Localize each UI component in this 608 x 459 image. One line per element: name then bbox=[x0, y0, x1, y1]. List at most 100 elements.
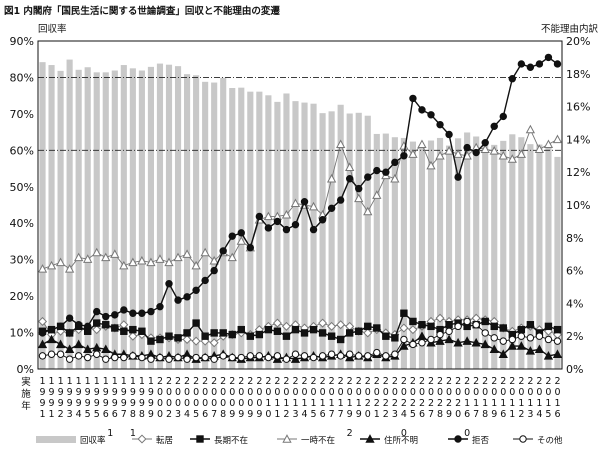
point-その他-7 bbox=[102, 355, 110, 363]
point-その他-38 bbox=[382, 352, 390, 360]
point-拒否-21 bbox=[228, 232, 236, 240]
point-転居-0 bbox=[38, 316, 48, 326]
x-bracket-label: 0 bbox=[464, 428, 470, 439]
point-その他-21 bbox=[228, 353, 236, 362]
point-長期不在-26 bbox=[273, 327, 282, 335]
point-拒否-45 bbox=[445, 130, 453, 139]
bar-回収率-57 bbox=[554, 156, 561, 369]
point-拒否-35 bbox=[355, 184, 363, 193]
point-その他-48 bbox=[472, 321, 480, 329]
legend-swatch-回収率 bbox=[36, 436, 76, 443]
point-拒否-57 bbox=[553, 60, 562, 68]
point-その他-57 bbox=[553, 337, 562, 345]
point-長期不在-42 bbox=[418, 321, 426, 329]
point-その他-42 bbox=[418, 339, 426, 347]
point-住所不明-50 bbox=[489, 344, 499, 354]
left-tick-label: 60% bbox=[10, 144, 34, 157]
bar-回収率-29 bbox=[301, 102, 308, 369]
point-長期不在-38 bbox=[382, 332, 390, 340]
point-その他-50 bbox=[490, 334, 498, 342]
point-拒否-14 bbox=[165, 280, 173, 288]
point-拒否-28 bbox=[291, 220, 300, 229]
left-tick-label: 50% bbox=[10, 181, 34, 194]
point-住所不明-54 bbox=[525, 346, 536, 355]
point-拒否-6 bbox=[93, 307, 101, 316]
point-長期不在-10 bbox=[129, 325, 137, 334]
legend-marker-長期不在 bbox=[196, 435, 204, 443]
point-転居-26 bbox=[272, 318, 282, 328]
point-一時不在-12 bbox=[146, 257, 156, 267]
point-一時不在-49 bbox=[480, 144, 490, 153]
point-長期不在-27 bbox=[282, 332, 291, 340]
left-tick-label: 90% bbox=[10, 35, 34, 48]
bar-回収率-6 bbox=[93, 72, 100, 369]
point-一時不在-9 bbox=[119, 260, 129, 270]
point-その他-27 bbox=[282, 355, 291, 363]
legend-marker-拒否 bbox=[454, 435, 462, 443]
x-axis-label-char: 実 bbox=[21, 376, 31, 388]
point-長期不在-11 bbox=[138, 327, 146, 335]
bar-回収率-9 bbox=[120, 65, 127, 369]
point-一時不在-8 bbox=[110, 249, 120, 258]
point-住所不明-45 bbox=[444, 334, 454, 344]
point-拒否-20 bbox=[219, 247, 227, 255]
point-一時不在-16 bbox=[182, 249, 192, 258]
point-拒否-53 bbox=[517, 60, 526, 68]
bar-回収率-41 bbox=[409, 141, 417, 369]
point-住所不明-0 bbox=[37, 339, 48, 349]
point-拒否-0 bbox=[38, 329, 47, 337]
point-転居-6 bbox=[92, 325, 102, 335]
point-その他-52 bbox=[508, 335, 517, 344]
point-その他-3 bbox=[65, 355, 74, 363]
point-住所不明-40 bbox=[399, 341, 409, 350]
bar-回収率-39 bbox=[391, 137, 398, 369]
point-その他-37 bbox=[373, 348, 381, 357]
point-長期不在-39 bbox=[391, 334, 399, 342]
point-一時不在-54 bbox=[525, 124, 536, 134]
point-その他-15 bbox=[174, 353, 182, 362]
bar-回収率-23 bbox=[247, 91, 254, 369]
point-拒否-18 bbox=[201, 276, 209, 285]
left-tick-label: 20% bbox=[10, 290, 34, 303]
bar-回収率-44 bbox=[436, 137, 444, 369]
point-一時不在-4 bbox=[74, 252, 84, 262]
point-その他-25 bbox=[264, 353, 273, 362]
point-一時不在-19 bbox=[209, 255, 219, 265]
point-住所不明-1 bbox=[46, 334, 57, 344]
point-拒否-52 bbox=[508, 75, 517, 83]
left-tick-label: 30% bbox=[10, 254, 34, 267]
bar-回収率-22 bbox=[238, 87, 245, 369]
point-その他-10 bbox=[129, 352, 137, 360]
point-拒否-43 bbox=[427, 111, 435, 119]
point-その他-49 bbox=[481, 329, 489, 337]
point-その他-51 bbox=[499, 337, 507, 345]
point-その他-34 bbox=[345, 350, 354, 358]
right-tick-label: 16% bbox=[566, 101, 590, 114]
point-拒否-25 bbox=[264, 224, 273, 232]
point-拒否-24 bbox=[255, 212, 264, 221]
point-一時不在-51 bbox=[498, 150, 508, 160]
x-axis-label-char: 年 bbox=[21, 400, 31, 412]
point-長期不在-14 bbox=[165, 332, 173, 340]
point-その他-8 bbox=[111, 353, 119, 362]
point-拒否-50 bbox=[490, 122, 498, 130]
point-一時不在-6 bbox=[92, 247, 102, 257]
point-拒否-38 bbox=[382, 168, 390, 176]
point-住所不明-55 bbox=[534, 344, 545, 354]
point-住所不明-47 bbox=[462, 336, 472, 345]
point-一時不在-55 bbox=[534, 144, 545, 153]
point-転居-40 bbox=[399, 323, 409, 333]
